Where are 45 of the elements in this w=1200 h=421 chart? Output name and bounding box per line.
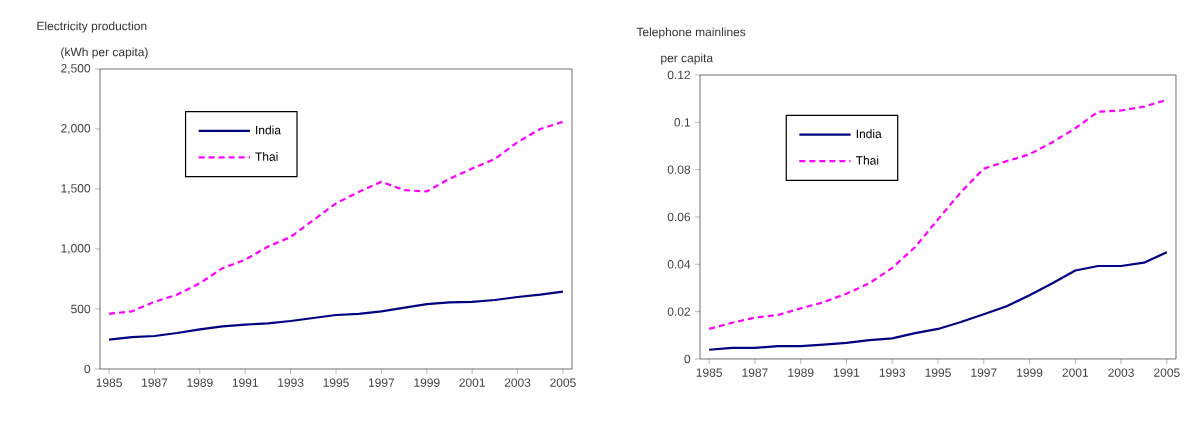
legend-label: Thai <box>855 155 879 165</box>
x-tick-label: 1985 <box>96 378 122 387</box>
x-tick-label: 1987 <box>742 368 768 377</box>
x-tick-label: 2003 <box>504 378 531 387</box>
x-tick-label: 1987 <box>142 378 168 387</box>
x-tick-label: 1995 <box>925 368 951 377</box>
x-tick-label: 1999 <box>1017 368 1043 377</box>
legend-label: India <box>856 129 882 139</box>
x-tick-label: 2003 <box>1108 368 1134 377</box>
x-tick-label: 1991 <box>834 368 860 377</box>
x-tick-label: 1991 <box>232 378 258 387</box>
x-tick-label: 1997 <box>368 378 395 387</box>
x-tick-label: 2005 <box>1154 368 1180 377</box>
y-tick-label: 0.02 <box>667 307 691 316</box>
y-axis-title: (kWh per capita) <box>61 47 148 59</box>
legend-label: Thai <box>255 152 278 161</box>
x-tick-label: 1993 <box>278 378 304 387</box>
chart-title: Telephone mainlines <box>636 27 746 39</box>
x-tick-label: 2005 <box>550 378 576 387</box>
y-axis-title: per capita <box>661 53 714 65</box>
legend-label: India <box>256 125 281 135</box>
x-tick-label: 1999 <box>414 378 440 387</box>
x-tick-label: 1997 <box>971 368 997 377</box>
y-tick-label: 0 <box>84 364 91 374</box>
line-series <box>708 251 1168 351</box>
x-tick-label: 1989 <box>788 368 814 377</box>
x-tick-label: 1993 <box>879 368 906 377</box>
x-tick-label: 1995 <box>323 378 349 387</box>
y-tick-label: 0.08 <box>667 165 691 174</box>
x-tick-label: 2001 <box>1062 368 1089 377</box>
x-tick-label: 2001 <box>459 378 485 387</box>
line-series <box>107 120 565 315</box>
y-tick-label: 2,500 <box>61 64 91 74</box>
x-tick-label: 1989 <box>187 378 213 387</box>
x-tick-label: 1985 <box>696 368 722 377</box>
y-tick-label: 0.04 <box>667 260 691 269</box>
y-tick-label: 2,000 <box>61 124 91 134</box>
y-tick-label: 500 <box>71 304 91 314</box>
y-tick-label: 0.12 <box>667 70 691 80</box>
y-tick-label: 0.06 <box>667 212 691 222</box>
y-tick-label: 0.1 <box>674 118 691 127</box>
y-tick-label: 1,500 <box>61 184 91 194</box>
y-tick-label: 1,000 <box>61 244 91 254</box>
y-tick-label: 0 <box>684 354 691 364</box>
chart-title: Electricity production <box>37 21 147 33</box>
